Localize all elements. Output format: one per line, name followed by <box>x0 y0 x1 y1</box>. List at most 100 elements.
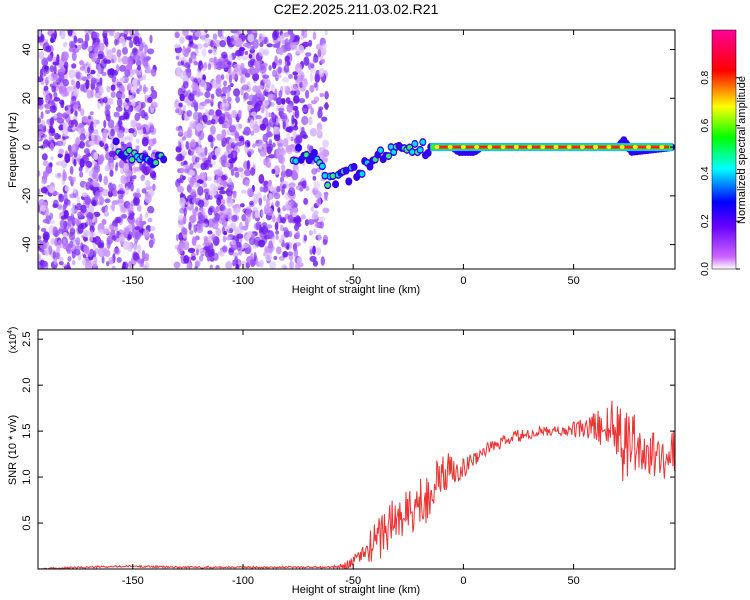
spectrogram-noise-blob <box>94 128 99 135</box>
spectrogram-noise-blob <box>50 99 55 106</box>
spectrogram-noise-blob <box>216 196 222 206</box>
spectrogram-noise-blob <box>219 190 227 195</box>
spectrogram-noise-blob <box>142 73 147 81</box>
spectrogram-noise-blob <box>200 31 208 42</box>
spectrogram-noise-blob <box>127 203 134 214</box>
spectrogram-noise-blob <box>40 227 47 233</box>
spectrogram-ridge-core <box>153 160 159 166</box>
spectrogram-noise-blob <box>61 92 68 98</box>
spectrogram-noise-blob <box>175 126 180 132</box>
spectrogram-noise-blob <box>299 187 304 192</box>
spectrogram-noise-blob <box>264 252 273 262</box>
spectrogram-noise-blob <box>226 196 231 204</box>
spectrogram-noise-blob <box>313 82 318 88</box>
spectrogram-noise-blob <box>118 194 124 199</box>
spectrogram-x-tick-label: -50 <box>345 275 361 287</box>
spectrogram-ridge-core <box>319 163 325 169</box>
spectrogram-noise-blob <box>228 165 235 172</box>
spectrogram-ridge-core <box>303 152 309 158</box>
spectrogram-noise-blob <box>268 65 272 71</box>
spectrogram-noise-blob <box>239 47 246 52</box>
spectrogram-noise-blob <box>230 83 234 88</box>
spectrogram-noise-blob <box>247 33 255 43</box>
spectrogram-noise-blob <box>211 219 219 230</box>
spectrogram-noise-blob <box>215 227 222 236</box>
spectrogram-noise-blob <box>175 234 179 242</box>
spectrogram-noise-blob <box>209 57 215 63</box>
spectrogram-noise-blob <box>117 190 125 195</box>
spectrogram-noise-blob <box>148 126 155 133</box>
spectrogram-noise-blob <box>182 45 186 55</box>
spectrogram-noise-blob <box>134 226 141 231</box>
spectrogram-noise-blob <box>123 233 128 239</box>
spectrogram-noise-blob <box>320 256 325 266</box>
spectrogram-noise-blob <box>255 114 263 120</box>
spectrogram-noise-blob <box>271 235 275 245</box>
spectrogram-noise-blob <box>123 176 131 183</box>
spectrogram-noise-blob <box>290 136 294 142</box>
spectrogram-noise-blob <box>64 185 70 192</box>
spectrogram-noise-blob <box>277 206 281 213</box>
spectrogram-noise-blob <box>271 61 277 70</box>
spectrogram-noise-blob <box>138 42 144 52</box>
spectrogram-noise-blob <box>50 156 54 161</box>
spectrogram-noise-blob <box>236 241 242 248</box>
spectrogram-noise-blob <box>282 251 289 258</box>
spectrogram-noise-blob <box>102 228 110 235</box>
spectrogram-noise-blob <box>93 256 98 264</box>
spectrogram-noise-blob <box>208 109 215 116</box>
spectrogram-frame <box>37 29 676 270</box>
spectrogram-noise-blob <box>207 134 214 143</box>
spectrogram-noise-blob <box>275 117 281 123</box>
spectrogram-noise-blob <box>43 65 49 70</box>
spectrogram-band-peak <box>553 145 559 150</box>
spectrogram-noise-blob <box>228 177 233 186</box>
spectrogram-noise-blob <box>115 122 120 133</box>
spectrogram-noise-blob <box>237 109 242 118</box>
spectrogram-noise-blob <box>212 79 217 89</box>
spectrogram-noise-blob <box>197 66 202 73</box>
spectrogram-noise-blob <box>147 48 155 55</box>
spectrogram-noise-blob <box>52 77 60 83</box>
spectrogram-noise-blob <box>189 178 194 188</box>
spectrogram-noise-blob <box>252 94 259 103</box>
spectrogram-noise-blob <box>79 133 86 141</box>
colorbar-gradient <box>711 29 737 270</box>
spectrogram-noise-blob <box>235 95 240 103</box>
spectrogram-noise-blob <box>301 41 310 48</box>
spectrogram-noise-blob <box>278 238 283 244</box>
spectrogram-noise-blob <box>128 59 134 66</box>
spectrogram-noise-blob <box>188 169 196 177</box>
spectrogram-noise-blob <box>106 261 110 267</box>
spectrogram-noise-blob <box>298 71 305 81</box>
spectrogram-noise-blob <box>242 74 246 84</box>
spectrogram-noise-blob <box>188 141 196 148</box>
spectrogram-noise-blob <box>181 151 188 157</box>
spectrogram-noise-blob <box>92 182 100 188</box>
spectrogram-noise-blob <box>61 51 69 61</box>
spectrogram-noise-blob <box>75 137 81 146</box>
spectrogram-noise-blob <box>195 156 200 163</box>
spectrogram-noise-blob <box>250 130 255 136</box>
snr-x-tick-label: -100 <box>232 575 254 587</box>
spectrogram-noise-blob <box>117 197 124 204</box>
spectrogram-noise-blob <box>324 102 329 111</box>
spectrogram-noise-blob <box>134 231 142 240</box>
spectrogram-noise-blob <box>41 153 48 161</box>
spectrogram-noise-blob <box>223 105 229 112</box>
spectrogram-noise-blob <box>257 84 264 90</box>
snr-panel: -150 -100 -50 0 50 0.5 1.0 1.5 2.0 2.5 Height of… <box>7 327 676 596</box>
spectrogram-noise-blob <box>140 174 146 182</box>
spectrogram-noise-blob <box>55 252 60 260</box>
spectrogram-noise-blob <box>186 262 192 269</box>
spectrogram-noise-blob <box>227 153 234 159</box>
spectrogram-noise-blob <box>81 76 88 82</box>
spectrogram-noise-blob <box>233 63 241 69</box>
spectrogram-noise-blob <box>106 85 111 93</box>
spectrogram-noise-blob <box>317 232 322 242</box>
spectrogram-noise-blob <box>68 231 76 241</box>
spectrogram-noise-blob <box>233 166 239 172</box>
spectrogram-noise-blob <box>248 236 256 246</box>
spectrogram-noise-blob <box>56 140 64 147</box>
spectrogram-noise-blob <box>88 124 94 134</box>
